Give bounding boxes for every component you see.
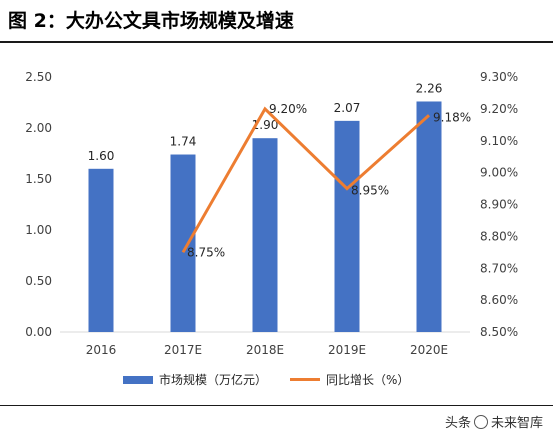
right-axis-tick: 9.10% <box>480 134 518 148</box>
watermark-logo-icon <box>473 414 488 429</box>
right-axis-tick: 9.20% <box>480 102 518 116</box>
right-axis-tick: 8.70% <box>480 261 518 275</box>
x-axis-tick: 2019E <box>328 343 366 357</box>
right-axis-tick: 9.00% <box>480 166 518 180</box>
bar-value-label: 2.26 <box>416 81 443 95</box>
footer-divider <box>0 405 553 406</box>
line-value-label: 8.75% <box>187 245 225 259</box>
line-value-label: 9.20% <box>269 102 307 116</box>
bar <box>88 168 114 332</box>
bar <box>416 101 442 332</box>
growth-line <box>181 106 430 254</box>
right-axis-tick: 9.30% <box>480 70 518 84</box>
left-axis-tick: 2.00 <box>25 121 52 135</box>
x-axis-tick: 2018E <box>246 343 284 357</box>
bar <box>170 154 196 332</box>
bar <box>252 138 278 332</box>
x-axis-tick: 2017E <box>164 343 202 357</box>
bar-value-label: 1.60 <box>88 149 115 163</box>
left-axis-tick: 0.50 <box>25 274 52 288</box>
legend-swatch-line <box>290 378 320 381</box>
bar-value-label: 1.74 <box>170 135 197 149</box>
bar-value-label: 2.07 <box>334 101 361 115</box>
chart-title: 图 2：大办公文具市场规模及增速 <box>8 10 294 32</box>
watermark-suffix: 未来智库 <box>490 416 543 431</box>
watermark-prefix: 头条 <box>444 416 471 431</box>
line-value-label: 8.95% <box>351 184 389 198</box>
legend-swatch-bar <box>123 375 153 384</box>
left-axis-tick: 1.00 <box>25 223 52 237</box>
right-axis-tick: 8.90% <box>480 198 518 212</box>
right-axis-tick: 8.80% <box>480 229 518 243</box>
bar <box>334 120 360 332</box>
legend-item-bar: 市场规模（万亿元） <box>123 371 267 388</box>
title-divider <box>0 41 553 43</box>
left-axis-tick: 2.50 <box>25 70 52 84</box>
left-axis-tick: 1.50 <box>25 172 52 186</box>
legend-item-line: 同比增长（%） <box>290 371 409 388</box>
legend-label-bar: 市场规模（万亿元） <box>159 373 268 387</box>
x-axis-tick: 2020E <box>410 343 448 357</box>
watermark: 头条 未来智库 <box>445 412 543 431</box>
right-axis-tick: 8.60% <box>480 293 518 307</box>
left-axis-tick: 0.00 <box>25 325 52 339</box>
right-axis-tick: 8.50% <box>480 325 518 339</box>
line-value-label: 9.18% <box>433 110 471 124</box>
x-axis-tick: 2016 <box>86 343 117 357</box>
legend-label-line: 同比增长（%） <box>326 373 410 387</box>
